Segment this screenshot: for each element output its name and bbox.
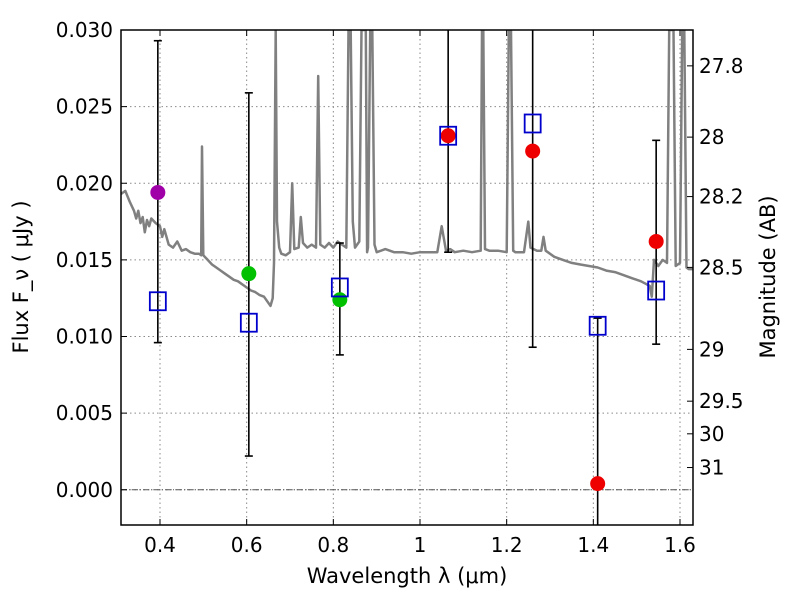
y-tick-label: 0.015 bbox=[56, 248, 113, 272]
right-y-tick-label: 31 bbox=[699, 456, 724, 480]
x-tick-label: 1 bbox=[414, 533, 427, 557]
y-tick-label: 0.025 bbox=[56, 95, 113, 119]
template-spectrum-line bbox=[121, 30, 693, 308]
x-tick-label: 1.4 bbox=[577, 533, 609, 557]
right-y-tick-label: 29.5 bbox=[699, 389, 744, 413]
right-y-tick-label: 28.5 bbox=[699, 255, 744, 279]
right-y-tick-label: 27.8 bbox=[699, 54, 744, 78]
observed-flux-point bbox=[590, 476, 606, 492]
x-tick-label: 1.6 bbox=[664, 533, 696, 557]
observed-flux-point bbox=[241, 266, 257, 282]
x-tick-label: 0.6 bbox=[231, 533, 263, 557]
model-flux-square bbox=[647, 280, 666, 301]
observed-flux-point bbox=[440, 128, 456, 144]
y-axis-title: Flux F_ν ( μJy ) bbox=[9, 200, 34, 353]
right-y-tick-label: 28.2 bbox=[699, 185, 744, 209]
model-flux-square bbox=[148, 291, 167, 312]
observed-flux-point bbox=[648, 233, 664, 249]
observed-flux-point bbox=[332, 292, 348, 308]
tick-layer: 0.4 0.6 0.8 1 1.2 1.4 1.6 0.000 0.005 0.010 0.015 0… bbox=[56, 18, 744, 557]
model-flux-square bbox=[588, 315, 607, 336]
observed-flux-point bbox=[525, 143, 541, 159]
right-y-tick-label: 28 bbox=[699, 125, 724, 149]
y-tick-label: 0.005 bbox=[56, 401, 113, 425]
x-tick-label: 0.8 bbox=[317, 533, 349, 557]
y-tick-label: 0.030 bbox=[56, 18, 113, 42]
model-flux-square bbox=[523, 113, 542, 134]
right-y-axis-title: Magnitude (AB) bbox=[756, 195, 780, 358]
plot-frame bbox=[120, 29, 694, 526]
model-flux-square bbox=[330, 277, 349, 298]
right-y-tick-label: 30 bbox=[699, 422, 724, 446]
plot-layer bbox=[121, 30, 693, 525]
y-tick-label: 0.010 bbox=[56, 325, 113, 349]
y-tick-label: 0.000 bbox=[56, 478, 113, 502]
x-tick-label: 1.2 bbox=[491, 533, 523, 557]
observed-flux-point bbox=[150, 184, 166, 200]
model-flux-square bbox=[239, 312, 258, 333]
x-tick-label: 0.4 bbox=[144, 533, 176, 557]
x-axis-title: Wavelength λ (μm) bbox=[307, 564, 508, 588]
y-tick-label: 0.020 bbox=[56, 171, 113, 195]
right-y-tick-label: 29 bbox=[699, 337, 724, 361]
model-flux-square bbox=[439, 125, 458, 146]
